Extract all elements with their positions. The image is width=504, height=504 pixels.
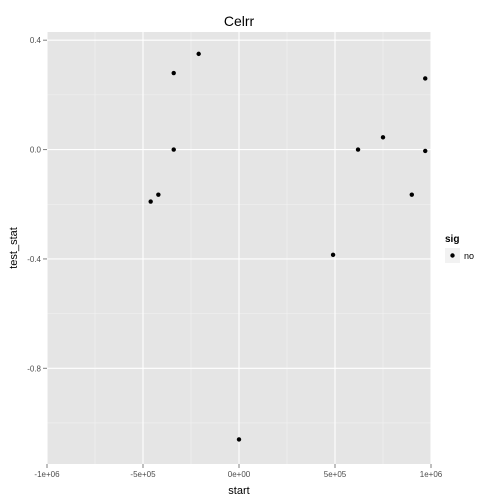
chart-title: Celrr	[224, 13, 255, 29]
x-axis-label: start	[228, 485, 249, 497]
data-point	[156, 192, 161, 197]
data-point	[380, 135, 386, 140]
data-point	[423, 76, 428, 81]
data-point	[196, 51, 201, 57]
data-point	[148, 199, 153, 204]
data-point	[355, 147, 361, 152]
y-tick-label: -0.8	[27, 364, 41, 373]
x-tick-label: 5e+05	[324, 470, 347, 479]
data-points	[148, 51, 428, 442]
data-point	[409, 192, 414, 197]
x-tick-label: -1e+06	[34, 470, 60, 479]
y-tick-label: 0.4	[30, 36, 42, 45]
legend-label-no: no	[464, 251, 474, 261]
x-tick-label: 0e+00	[228, 470, 251, 479]
data-point	[423, 148, 428, 154]
major-gridlines	[46, 32, 432, 464]
y-tick-label: -0.4	[27, 255, 41, 264]
data-point	[171, 70, 176, 76]
legend-key-point	[450, 253, 455, 258]
data-point	[171, 147, 176, 152]
data-point	[236, 437, 242, 442]
y-axis-ticks: 0.4 0.0 -0.4 -0.8	[27, 36, 47, 373]
y-tick-label: 0.0	[30, 146, 42, 155]
y-axis-label: test_stat	[8, 227, 20, 269]
x-tick-label: -5e+05	[130, 470, 156, 479]
data-point	[330, 252, 336, 258]
legend: sig no	[445, 234, 474, 263]
x-axis-ticks: -1e+06 -5e+05 0e+00 5e+05 1e+06	[34, 464, 443, 479]
x-tick-label: 1e+06	[420, 470, 443, 479]
legend-title: sig	[445, 234, 459, 245]
